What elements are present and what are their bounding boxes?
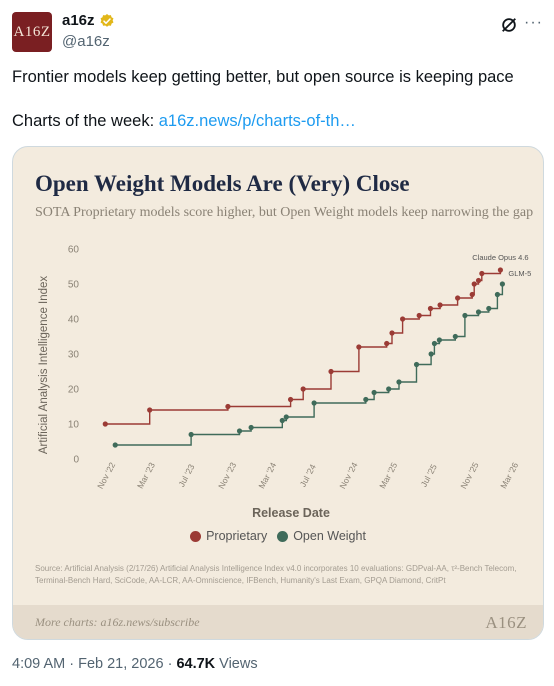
y-tick-label: 60 bbox=[68, 245, 80, 256]
display-name[interactable]: a16z bbox=[62, 12, 95, 29]
series-annotation: GLM-5 bbox=[508, 269, 531, 278]
data-point bbox=[147, 407, 153, 413]
data-point bbox=[462, 312, 468, 319]
data-point bbox=[396, 379, 402, 385]
data-point bbox=[400, 316, 406, 322]
data-point bbox=[437, 302, 443, 308]
data-point bbox=[431, 340, 438, 347]
data-point bbox=[236, 428, 243, 434]
y-tick-label: 20 bbox=[68, 385, 80, 396]
series-annotation: Claude Opus 4.6 bbox=[472, 253, 528, 262]
x-axis-label: Release Date bbox=[252, 506, 330, 520]
legend-dot-proprietary bbox=[190, 530, 202, 542]
verified-badge-icon bbox=[100, 13, 113, 27]
series-line-proprietary bbox=[105, 270, 502, 425]
footer-logo: A16Z bbox=[485, 613, 527, 632]
data-point bbox=[363, 396, 369, 403]
data-point bbox=[479, 270, 485, 277]
legend-label-proprietary: Proprietary bbox=[206, 529, 268, 543]
chart-source-note: Source: Artificial Analysis (2/17/26) Ar… bbox=[35, 564, 517, 585]
author-name-row: a16z bbox=[62, 12, 115, 29]
tweet-line-2: Charts of the week: a16z.news/p/charts-o… bbox=[12, 110, 542, 132]
handle[interactable]: @a16z bbox=[62, 33, 110, 50]
data-point bbox=[112, 442, 118, 448]
data-point bbox=[102, 421, 108, 427]
views-count: 64.7K bbox=[176, 656, 216, 672]
data-point bbox=[384, 340, 390, 347]
y-tick-label: 30 bbox=[68, 350, 80, 361]
data-point bbox=[455, 295, 461, 301]
data-point bbox=[248, 424, 254, 431]
data-point bbox=[413, 361, 420, 368]
y-tick-label: 0 bbox=[73, 455, 79, 466]
y-tick-label: 50 bbox=[68, 280, 80, 291]
timestamp[interactable]: 4:09 AM · Feb 21, 2026 · bbox=[12, 656, 177, 672]
data-point bbox=[486, 305, 492, 312]
data-point bbox=[471, 281, 477, 287]
legend-item-proprietary: Proprietary bbox=[190, 529, 267, 543]
footer-subscribe-text: More charts: a16z.news/subscribe bbox=[35, 615, 200, 629]
x-tick-label: Jul '23 bbox=[176, 462, 196, 488]
x-tick-label: Mar '24 bbox=[256, 460, 278, 490]
data-point bbox=[416, 312, 422, 319]
chart-card[interactable]: Open Weight Models Are (Very) Close SOTA… bbox=[12, 146, 544, 640]
chart-plot: 0 10 20 30 40 50 60 Nov '22 Mar '23 Jul '23 Nov '… bbox=[38, 245, 531, 521]
article-link[interactable]: a16z.news/p/charts-of-th… bbox=[158, 112, 356, 130]
x-tick-label: Mar '23 bbox=[135, 460, 157, 490]
data-point bbox=[225, 403, 231, 410]
data-point bbox=[436, 337, 443, 343]
legend-dot-open-weight bbox=[277, 530, 289, 542]
legend-label-open-weight: Open Weight bbox=[293, 529, 366, 543]
data-point bbox=[371, 389, 377, 396]
x-tick-label: Nov '23 bbox=[216, 460, 238, 490]
chart-subtitle: SOTA Proprietary models score higher, bu… bbox=[35, 205, 534, 220]
data-point bbox=[452, 333, 458, 340]
y-tick-label: 10 bbox=[68, 420, 80, 431]
x-tick-label: Mar '26 bbox=[498, 460, 520, 490]
x-tick-label: Nov '24 bbox=[337, 460, 359, 490]
data-point bbox=[497, 267, 504, 273]
x-tick-label: Jul '25 bbox=[419, 462, 439, 488]
y-tick-label: 40 bbox=[68, 315, 80, 326]
data-point bbox=[475, 309, 482, 315]
data-point bbox=[389, 330, 395, 336]
data-point bbox=[188, 431, 194, 438]
data-point bbox=[300, 386, 306, 392]
data-point bbox=[279, 417, 285, 424]
more-icon[interactable]: ··· bbox=[524, 14, 543, 31]
data-point bbox=[287, 396, 294, 403]
data-point bbox=[283, 414, 289, 420]
avatar[interactable]: A16Z bbox=[12, 12, 52, 52]
chart-title: Open Weight Models Are (Very) Close bbox=[35, 171, 410, 196]
chart-legend: Proprietary Open Weight bbox=[13, 529, 543, 543]
x-tick-label: Nov '25 bbox=[458, 460, 480, 490]
tweet-line-2-prefix: Charts of the week: bbox=[12, 112, 159, 130]
legend-item-open-weight: Open Weight bbox=[277, 529, 366, 543]
data-point bbox=[475, 277, 482, 284]
data-point bbox=[311, 400, 317, 406]
data-point bbox=[427, 305, 434, 312]
grok-icon[interactable] bbox=[500, 16, 518, 34]
tweet-text: Frontier models keep getting better, but… bbox=[12, 66, 542, 132]
tweet-line-1: Frontier models keep getting better, but… bbox=[12, 68, 514, 86]
data-point bbox=[428, 351, 434, 357]
data-point bbox=[494, 291, 501, 298]
views-label: Views bbox=[215, 656, 258, 672]
data-point bbox=[356, 344, 362, 350]
data-point bbox=[386, 386, 392, 392]
tweet-meta: 4:09 AM · Feb 21, 2026 · 64.7K Views bbox=[12, 656, 258, 672]
series-line-open-weight bbox=[115, 284, 504, 446]
card-footer: More charts: a16z.news/subscribe A16Z bbox=[13, 605, 543, 639]
x-tick-label: Mar '25 bbox=[377, 460, 399, 490]
data-point bbox=[328, 368, 334, 375]
data-point bbox=[499, 281, 505, 287]
x-tick-label: Nov '22 bbox=[95, 460, 117, 490]
x-tick-label: Jul '24 bbox=[298, 462, 318, 488]
data-point bbox=[469, 291, 475, 298]
y-axis-label: Artificial Analysis Intelligence Index bbox=[38, 276, 50, 455]
